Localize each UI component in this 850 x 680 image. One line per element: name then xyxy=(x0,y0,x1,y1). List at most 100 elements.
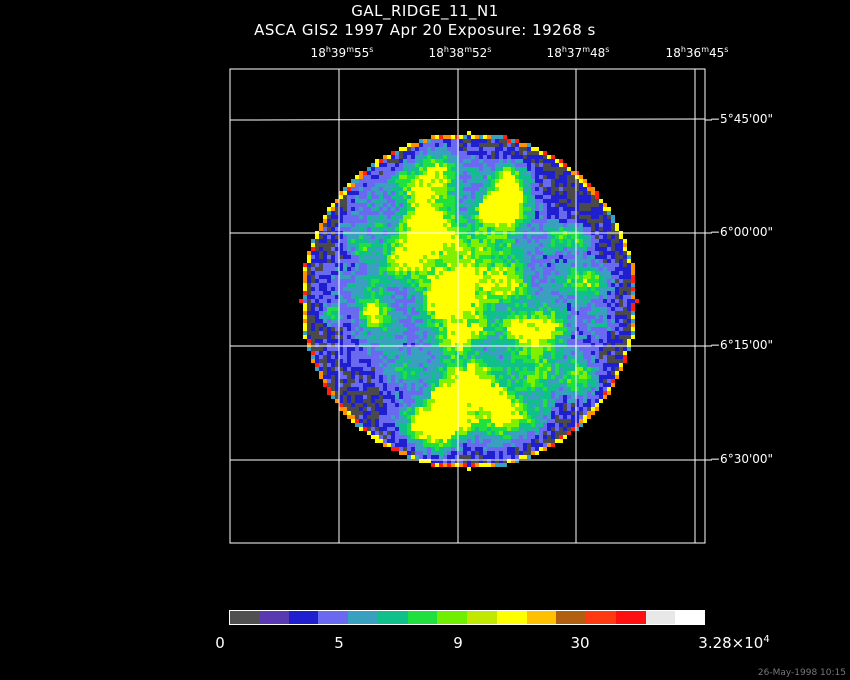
map-pixel xyxy=(599,391,603,395)
map-pixel xyxy=(523,367,527,371)
map-pixel xyxy=(603,291,607,295)
map-pixel xyxy=(507,187,511,191)
map-pixel xyxy=(403,351,407,355)
map-pixel xyxy=(551,211,555,215)
map-pixel xyxy=(463,367,467,371)
map-pixel xyxy=(379,399,383,403)
map-pixel xyxy=(547,195,551,199)
map-pixel xyxy=(491,163,495,167)
map-pixel xyxy=(471,375,475,379)
map-pixel xyxy=(439,263,443,267)
map-pixel xyxy=(319,283,323,287)
map-pixel xyxy=(591,279,595,283)
map-pixel xyxy=(483,359,487,363)
map-pixel xyxy=(431,355,435,359)
map-pixel xyxy=(511,271,515,275)
map-pixel xyxy=(543,303,547,307)
map-pixel xyxy=(363,247,367,251)
map-pixel xyxy=(359,187,363,191)
map-pixel xyxy=(551,299,555,303)
map-pixel xyxy=(407,343,411,347)
map-pixel xyxy=(555,183,559,187)
map-pixel xyxy=(343,367,347,371)
map-pixel xyxy=(515,223,519,227)
map-pixel xyxy=(579,343,583,347)
map-pixel xyxy=(395,187,399,191)
map-pixel xyxy=(383,239,387,243)
map-pixel xyxy=(367,335,371,339)
map-pixel xyxy=(491,375,495,379)
map-pixel xyxy=(547,359,551,363)
map-pixel xyxy=(543,275,547,279)
map-pixel xyxy=(507,227,511,231)
map-pixel xyxy=(475,171,479,175)
map-pixel xyxy=(551,227,555,231)
map-pixel xyxy=(435,323,439,327)
map-pixel xyxy=(627,319,631,323)
map-pixel xyxy=(443,199,447,203)
map-pixel xyxy=(395,247,399,251)
map-pixel xyxy=(471,227,475,231)
map-pixel xyxy=(323,275,327,279)
map-pixel xyxy=(335,347,339,351)
map-pixel xyxy=(375,331,379,335)
map-pixel xyxy=(535,315,539,319)
map-pixel xyxy=(555,375,559,379)
map-pixel xyxy=(431,187,435,191)
map-pixel xyxy=(351,303,355,307)
map-pixel xyxy=(439,323,443,327)
map-pixel xyxy=(515,179,519,183)
map-pixel xyxy=(499,331,503,335)
map-pixel xyxy=(563,291,567,295)
map-pixel xyxy=(603,343,607,347)
map-pixel xyxy=(459,263,463,267)
map-pixel xyxy=(399,239,403,243)
map-pixel xyxy=(531,247,535,251)
map-pixel xyxy=(527,303,531,307)
map-pixel xyxy=(415,311,419,315)
map-pixel xyxy=(483,279,487,283)
map-pixel xyxy=(395,283,399,287)
map-pixel xyxy=(351,283,355,287)
map-pixel xyxy=(367,307,371,311)
map-pixel xyxy=(451,219,455,223)
map-pixel xyxy=(551,411,555,415)
map-pixel xyxy=(459,151,463,155)
map-pixel xyxy=(331,255,335,259)
map-pixel xyxy=(487,199,491,203)
map-pixel xyxy=(427,279,431,283)
map-pixel xyxy=(539,375,543,379)
map-pixel xyxy=(591,355,595,359)
map-pixel xyxy=(515,331,519,335)
map-pixel xyxy=(459,379,463,383)
map-pixel xyxy=(507,283,511,287)
map-pixel xyxy=(475,407,479,411)
map-pixel xyxy=(471,399,475,403)
map-pixel xyxy=(451,187,455,191)
map-pixel xyxy=(423,147,427,151)
map-pixel xyxy=(407,183,411,187)
map-pixel xyxy=(547,327,551,331)
map-pixel xyxy=(475,163,479,167)
map-pixel xyxy=(419,379,423,383)
map-pixel xyxy=(419,139,423,143)
map-pixel xyxy=(575,303,579,307)
map-pixel xyxy=(443,267,447,271)
map-pixel xyxy=(551,255,555,259)
map-pixel xyxy=(339,287,343,291)
map-pixel xyxy=(463,407,467,411)
map-pixel xyxy=(475,151,479,155)
map-pixel xyxy=(471,411,475,415)
map-pixel xyxy=(555,295,559,299)
map-pixel xyxy=(327,259,331,263)
map-pixel xyxy=(407,151,411,155)
map-pixel xyxy=(451,179,455,183)
map-pixel xyxy=(611,235,615,239)
map-pixel xyxy=(571,275,575,279)
map-pixel xyxy=(435,259,439,263)
map-pixel xyxy=(531,283,535,287)
map-pixel xyxy=(455,155,459,159)
map-pixel xyxy=(527,167,531,171)
map-pixel xyxy=(451,171,455,175)
map-pixel xyxy=(379,223,383,227)
